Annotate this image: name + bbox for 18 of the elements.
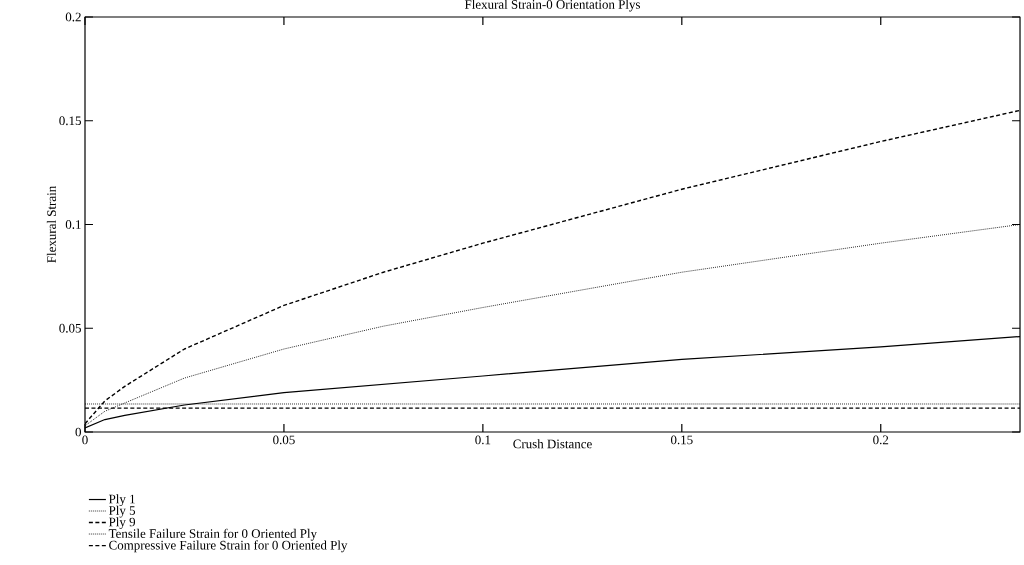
x-tick-label: 0.1	[475, 435, 491, 445]
x-tick-label: 0.15	[670, 435, 693, 445]
chart-title: Flexural Strain-0 Orientation Plys	[464, 0, 641, 12]
legend-label: Compressive Failure Strain for 0 Oriented Ply	[109, 540, 348, 553]
legend-label: Ply 1	[108, 494, 135, 507]
y-tick-label: 0.15	[59, 116, 81, 126]
y-tick-label: 0	[75, 427, 81, 437]
x-tick-label: 0.05	[273, 435, 295, 445]
legend-label: Tensile Failure Strain for 0 Oriented Ply	[108, 528, 317, 541]
x-tick-label: 0	[82, 435, 88, 445]
legend-label: Ply 9	[108, 517, 136, 530]
x-tick-label: 0.2	[873, 435, 889, 445]
y-axis-title: Flexural Strain	[46, 186, 56, 263]
y-tick-label: 0.05	[59, 323, 81, 333]
legend-label: Ply 5	[108, 505, 136, 518]
y-tick-label: 0.1	[65, 220, 81, 229]
y-tick-label: 0.2	[65, 12, 81, 22]
x-axis-title: Crush Distance	[513, 439, 592, 449]
